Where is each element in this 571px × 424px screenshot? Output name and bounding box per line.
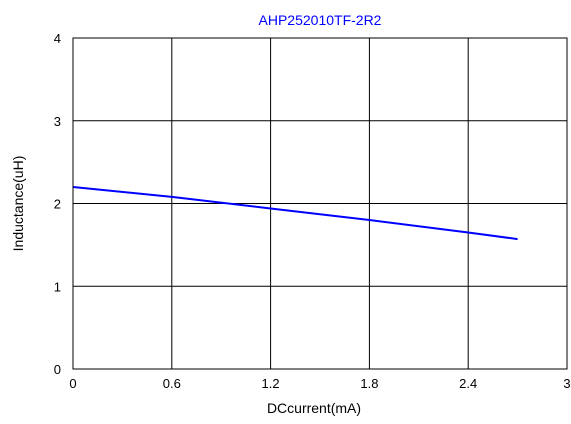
grid-layer bbox=[73, 38, 567, 369]
y-tick-label: 4 bbox=[54, 31, 61, 46]
series-layer bbox=[72, 185, 518, 241]
x-axis-label: DCcurrent(mA) bbox=[267, 400, 361, 416]
y-tick-label: 3 bbox=[54, 114, 61, 129]
chart-title: AHP252010TF-2R2 bbox=[259, 12, 382, 28]
tick-layer: 0 0.6 1.2 1.8 2.4 3 0 1 2 3 4 bbox=[54, 31, 571, 391]
x-tick-label: 1.2 bbox=[262, 376, 280, 391]
x-tick-label: 0.6 bbox=[163, 376, 181, 391]
y-tick-label: 2 bbox=[54, 197, 61, 212]
x-tick-label: 3 bbox=[563, 376, 570, 391]
series-line bbox=[72, 185, 518, 241]
y-axis-label: Inductance(uH) bbox=[10, 156, 26, 252]
y-tick-label: 0 bbox=[54, 362, 61, 377]
x-tick-label: 1.8 bbox=[360, 376, 378, 391]
plot-frame bbox=[72, 37, 568, 370]
x-tick-label: 0 bbox=[69, 376, 76, 391]
x-tick-label: 2.4 bbox=[459, 376, 477, 391]
y-tick-label: 1 bbox=[54, 279, 61, 294]
